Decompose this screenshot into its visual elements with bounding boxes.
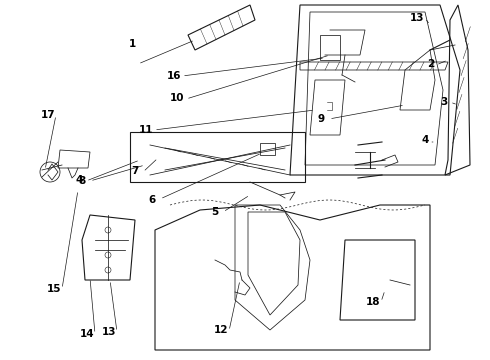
Text: 11: 11 [139, 125, 153, 135]
Text: 15: 15 [47, 284, 61, 294]
Text: 17: 17 [41, 110, 55, 120]
Text: 13: 13 [410, 13, 425, 23]
Text: 8: 8 [79, 176, 86, 186]
Text: 7: 7 [131, 166, 139, 176]
Text: 9: 9 [318, 114, 324, 124]
Text: 6: 6 [148, 195, 155, 205]
Text: 18: 18 [366, 297, 381, 307]
Text: 10: 10 [170, 93, 185, 103]
Text: 2: 2 [428, 59, 435, 69]
Bar [320, 35, 340, 60]
Text: 4: 4 [75, 175, 83, 185]
Text: 14: 14 [80, 329, 95, 339]
Text: 12: 12 [214, 325, 229, 336]
Text: 4: 4 [421, 135, 429, 145]
Text: 13: 13 [101, 327, 116, 337]
Text: 5: 5 [211, 207, 218, 217]
Text: 3: 3 [440, 96, 447, 107]
Text: 16: 16 [167, 71, 181, 81]
Bar [260, 143, 275, 155]
Text: 1: 1 [129, 39, 136, 49]
